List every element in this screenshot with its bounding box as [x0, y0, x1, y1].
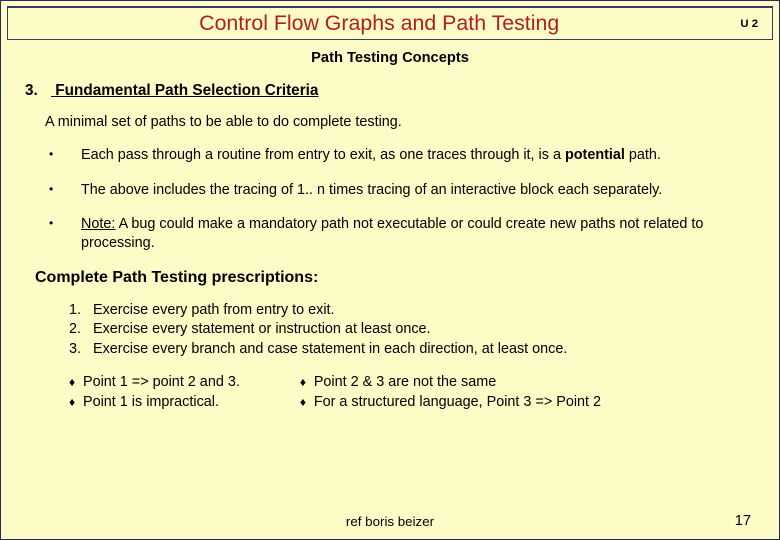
list-item: 3. Exercise every branch and case statem…	[69, 340, 755, 359]
diamond-icon: ♦	[300, 393, 314, 412]
two-column-points: ♦ Point 1 => point 2 and 3. ♦ Point 1 is…	[69, 373, 755, 412]
text-span: Each pass through a routine from entry t…	[81, 147, 565, 163]
diamond-icon: ♦	[69, 373, 83, 392]
content-area: 3. Fundamental Path Selection Criteria A…	[1, 82, 779, 412]
bullet-list: • Each pass through a routine from entry…	[49, 146, 755, 253]
list-item: ♦ For a structured language, Point 3 => …	[300, 393, 601, 412]
diamond-icon: ♦	[69, 393, 83, 412]
point-text: Point 2 & 3 are not the same	[314, 373, 496, 392]
subheading: Complete Path Testing prescriptions:	[35, 269, 755, 287]
bullet-text: The above includes the tracing of 1.. n …	[81, 181, 755, 200]
list-item: ♦ Point 2 & 3 are not the same	[300, 373, 601, 392]
main-title: Control Flow Graphs and Path Testing	[18, 11, 740, 36]
bullet-text: Each pass through a routine from entry t…	[81, 146, 755, 165]
list-item: 2. Exercise every statement or instructi…	[69, 320, 755, 339]
list-item: ♦ Point 1 is impractical.	[69, 393, 240, 412]
diamond-icon: ♦	[300, 373, 314, 392]
list-item: • Each pass through a routine from entry…	[49, 146, 755, 165]
point-text: For a structured language, Point 3 => Po…	[314, 393, 601, 412]
point-text: Point 1 => point 2 and 3.	[83, 373, 240, 392]
list-text: Exercise every path from entry to exit.	[93, 301, 335, 320]
list-text: Exercise every statement or instruction …	[93, 320, 431, 339]
number-marker: 1.	[69, 301, 93, 320]
page-number: 17	[735, 513, 751, 529]
bullet-icon: •	[49, 215, 81, 252]
numbered-list: 1. Exercise every path from entry to exi…	[69, 301, 755, 359]
number-marker: 2.	[69, 320, 93, 339]
intro-text: A minimal set of paths to be able to do …	[45, 114, 755, 130]
text-bold: potential	[565, 147, 625, 163]
note-label: Note:	[81, 216, 115, 232]
list-item: • The above includes the tracing of 1.. …	[49, 181, 755, 200]
number-marker: 3.	[69, 340, 93, 359]
footer-reference: ref boris beizer	[1, 514, 779, 529]
bullet-text: Note: A bug could make a mandatory path …	[81, 215, 755, 252]
text-span: path.	[625, 147, 661, 163]
list-item: ♦ Point 1 => point 2 and 3.	[69, 373, 240, 392]
unit-label: U 2	[740, 18, 762, 30]
left-column: ♦ Point 1 => point 2 and 3. ♦ Point 1 is…	[69, 373, 240, 412]
bullet-icon: •	[49, 181, 81, 200]
section-heading-text: Fundamental Path Selection Criteria	[55, 82, 318, 99]
title-bar: Control Flow Graphs and Path Testing U 2	[7, 6, 773, 40]
subtitle: Path Testing Concepts	[1, 50, 779, 66]
point-text: Point 1 is impractical.	[83, 393, 219, 412]
list-item: 1. Exercise every path from entry to exi…	[69, 301, 755, 320]
list-text: Exercise every branch and case statement…	[93, 340, 567, 359]
section-number: 3.	[25, 82, 51, 100]
bullet-icon: •	[49, 146, 81, 165]
section-heading: 3. Fundamental Path Selection Criteria	[25, 82, 755, 100]
text-span: A bug could make a mandatory path not ex…	[81, 216, 703, 251]
right-column: ♦ Point 2 & 3 are not the same ♦ For a s…	[300, 373, 601, 412]
list-item: • Note: A bug could make a mandatory pat…	[49, 215, 755, 252]
